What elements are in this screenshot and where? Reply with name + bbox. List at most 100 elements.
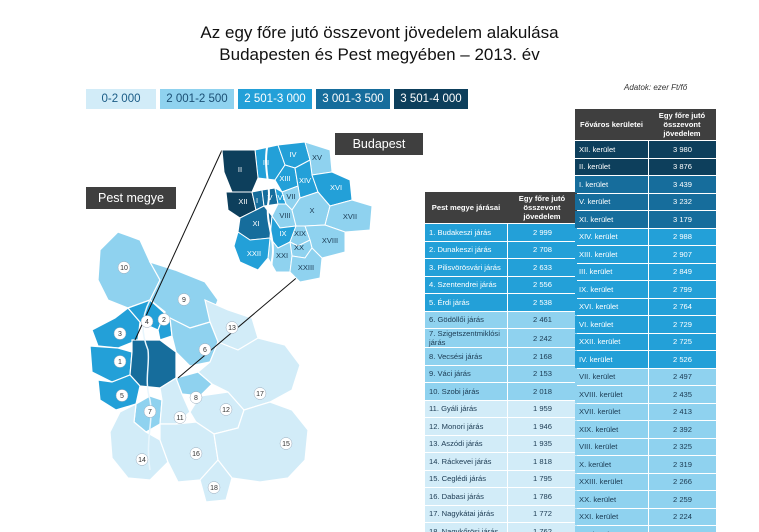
region-number: 12 xyxy=(222,407,230,414)
budapest-inset xyxy=(221,141,373,283)
table-row: III. kerület 2 849 xyxy=(575,263,716,280)
row-value: 2 325 xyxy=(648,438,716,455)
region-number: 2 xyxy=(162,317,166,324)
row-name: XXII. kerület xyxy=(575,333,648,350)
row-name: XIII. kerület xyxy=(575,246,648,263)
table-row: XXIII. kerület 2 266 xyxy=(575,473,716,490)
row-value: 2 259 xyxy=(648,491,716,508)
district-label: IX xyxy=(279,229,286,238)
legend-item-3001-3500: 3 001-3 500 xyxy=(316,89,390,109)
row-name: 3. Pilisvörösvári járás xyxy=(425,259,507,276)
row-value: 1 935 xyxy=(507,435,577,452)
bp-table-header-value: Egy főre jutó összevont jövedelem xyxy=(648,109,716,140)
region-number: 15 xyxy=(282,441,290,448)
table-row: VIII. kerület 2 325 xyxy=(575,438,716,455)
row-value: 2 799 xyxy=(648,281,716,298)
row-value: 2 266 xyxy=(648,473,716,490)
region-number: 5 xyxy=(120,393,124,400)
data-source-note: Adatok: ezer Ft/fő xyxy=(624,83,688,92)
row-name: VII. kerület xyxy=(575,368,648,385)
row-value: 2 392 xyxy=(648,421,716,438)
row-name: XIX. kerület xyxy=(575,421,648,438)
district-XXIII xyxy=(289,247,323,283)
district-label: VI xyxy=(277,193,284,202)
table-row: 9. Váci járás 2 153 xyxy=(425,365,577,382)
table-row: 4. Szentendrei járás 2 556 xyxy=(425,276,577,293)
row-name: IX. kerület xyxy=(575,281,648,298)
table-row: XVI. kerület 2 764 xyxy=(575,298,716,315)
row-value: 1 818 xyxy=(507,453,577,470)
row-name: XXIII. kerület xyxy=(575,473,648,490)
district-label: III xyxy=(263,158,269,167)
row-value: 2 153 xyxy=(507,365,577,382)
row-name: II. kerület xyxy=(575,158,648,175)
district-label: XIV xyxy=(299,176,311,185)
table-row: 18. Nagykőrösi járás 1 762 xyxy=(425,523,577,532)
region-number: 16 xyxy=(192,451,200,458)
district-label: XVIII xyxy=(322,236,338,245)
legend-item-0-2000: 0-2 000 xyxy=(86,89,156,109)
table-row: 10. Szobi járás 2 018 xyxy=(425,383,577,400)
row-value: 2 168 xyxy=(507,348,577,365)
table-row: XVIII. kerület 2 435 xyxy=(575,386,716,403)
row-value: 1 786 xyxy=(507,488,577,505)
region-number-badge xyxy=(140,315,154,328)
table-row: 15. Ceglédi járás 1 795 xyxy=(425,470,577,487)
row-name: 14. Ráckevei járás xyxy=(425,453,507,470)
budapest-district-table: Főváros kerületei Egy főre jutó összevon… xyxy=(575,108,716,532)
row-value: 3 232 xyxy=(648,193,716,210)
table-row: V. kerület 3 232 xyxy=(575,193,716,210)
pest-megye-label: Pest megye xyxy=(86,187,176,209)
row-name: 7. Szigetszentmiklósi járás xyxy=(425,329,507,347)
region-number-badge xyxy=(135,453,149,466)
table-row: XIII. kerület 2 907 xyxy=(575,246,716,263)
district-label: XII xyxy=(238,197,247,206)
row-name: XX. kerület xyxy=(575,491,648,508)
region-number-badge xyxy=(117,261,131,274)
region-number-badge xyxy=(113,327,127,340)
bp-table-header-name: Főváros kerületei xyxy=(575,109,648,140)
row-name: IV. kerület xyxy=(575,351,648,368)
table-row: VI. kerület 2 729 xyxy=(575,316,716,333)
row-name: 2. Dunakeszi járás xyxy=(425,241,507,258)
table-row: I. kerület 3 439 xyxy=(575,176,716,193)
region-number-badge xyxy=(157,313,171,326)
table-row: 14. Ráckevei járás 1 818 xyxy=(425,453,577,470)
row-value: 1 772 xyxy=(507,505,577,522)
zoom-line xyxy=(134,149,223,341)
region-number: 1 xyxy=(118,359,122,366)
row-name: III. kerület xyxy=(575,263,648,280)
region-number: 18 xyxy=(210,485,218,492)
district-label: XI xyxy=(252,219,259,228)
district-label: XX xyxy=(294,243,304,252)
row-name: XV. kerület xyxy=(575,526,648,532)
district-label: VII xyxy=(286,192,295,201)
region-number: 3 xyxy=(118,331,122,338)
region-number-badge xyxy=(253,387,267,400)
danube-river xyxy=(142,299,152,471)
row-name: 4. Szentendrei járás xyxy=(425,276,507,293)
district-label: XVII xyxy=(343,212,357,221)
row-value: 2 413 xyxy=(648,403,716,420)
row-value: 2 999 xyxy=(507,224,577,241)
table-row: X. kerület 2 319 xyxy=(575,456,716,473)
row-value: 2 633 xyxy=(507,259,577,276)
row-name: 12. Monori járás xyxy=(425,418,507,435)
row-value: 1 762 xyxy=(507,523,577,532)
row-value: 3 876 xyxy=(648,158,716,175)
row-name: 10. Szobi járás xyxy=(425,383,507,400)
region-number-badge xyxy=(177,293,191,306)
region-number: 10 xyxy=(120,265,128,272)
table-row: 2. Dunakeszi járás 2 708 xyxy=(425,241,577,258)
row-value: 1 795 xyxy=(507,470,577,487)
table-row: 3. Pilisvörösvári járás 2 633 xyxy=(425,259,577,276)
district-label: I xyxy=(256,196,258,205)
row-name: XXI. kerület xyxy=(575,508,648,525)
district-label: XV xyxy=(312,153,322,162)
region-number-badge xyxy=(207,481,221,494)
region-number: 11 xyxy=(176,415,183,422)
row-value: 2 907 xyxy=(648,246,716,263)
table-row: XVII. kerület 2 413 xyxy=(575,403,716,420)
table-row: 16. Dabasi járás 1 786 xyxy=(425,488,577,505)
